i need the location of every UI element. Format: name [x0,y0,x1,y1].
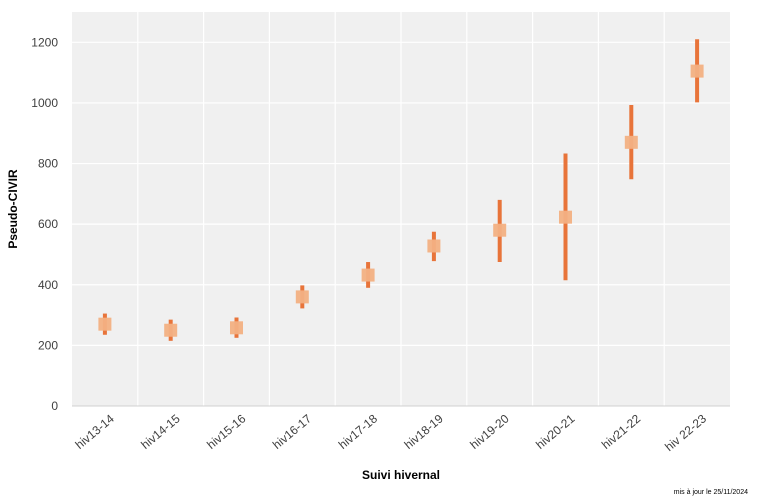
y-tick-label: 400 [38,278,58,292]
x-tick-label: hiv 22-23 [662,411,709,454]
estimate-point [624,135,638,149]
x-tick-label: hiv20-21 [533,411,578,452]
y-tick-label: 0 [51,399,58,413]
x-axis-title: Suivi hivernal [362,468,440,482]
estimate-point [493,223,507,237]
estimate-point [98,317,112,331]
x-tick-label: hiv16-17 [270,411,315,452]
update-footnote: mis à jour le 25/11/2024 [673,489,748,496]
estimate-point [295,290,309,304]
x-tick-label: hiv21-22 [599,411,644,452]
y-axis-title: Pseudo-CIVIR [6,169,20,249]
estimate-point [559,210,572,224]
estimate-point [427,239,441,253]
x-tick-label: hiv14-15 [138,411,183,452]
estimate-point [230,321,243,335]
estimate-point [361,268,375,282]
y-tick-label: 800 [38,157,58,171]
x-tick-labels: hiv13-14 hiv14-15 hiv15-16 hiv16-17 hiv17-18… [73,411,710,454]
x-tick-label: hiv18-19 [402,411,447,452]
data-marks [98,39,704,341]
y-tick-label: 1200 [31,35,58,49]
y-tick-label: 1000 [31,96,58,110]
gridlines [72,12,730,406]
x-tick-label: hiv13-14 [73,411,118,452]
x-tick-label: hiv19-20 [467,411,512,452]
x-tick-label: hiv15-16 [204,411,249,452]
y-tick-labels: 0 200 400 600 800 1000 1200 [31,35,58,413]
estimate-point [164,323,178,337]
y-tick-label: 200 [38,338,58,352]
estimate-point [690,64,704,78]
y-tick-label: 600 [38,217,58,231]
x-tick-label: hiv17-18 [336,411,381,452]
